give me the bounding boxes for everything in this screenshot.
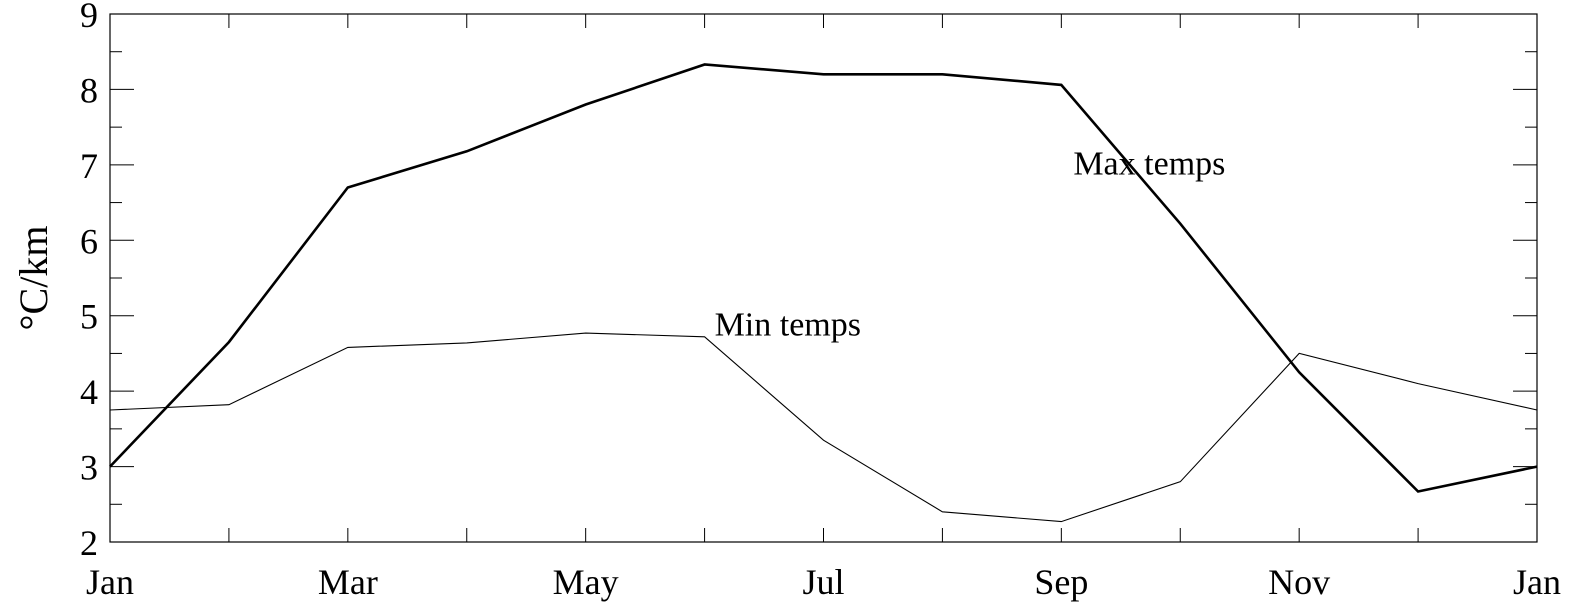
plot-frame — [109, 13, 1538, 543]
series-line-min-temps — [109, 332, 1538, 523]
y-tick-label: 5 — [80, 297, 98, 337]
y-tick-label: 8 — [80, 70, 98, 110]
x-tick-label: Jul — [802, 562, 844, 602]
series-annotations: Max temps Min temps — [715, 146, 1226, 344]
y-tick-label: 7 — [80, 146, 98, 186]
y-axis-title: °C/km — [11, 226, 56, 331]
x-tick-label: Mar — [318, 562, 378, 602]
x-tick-label: Nov — [1268, 562, 1330, 602]
x-tick-label: Jan — [86, 562, 134, 602]
series-annotation: Max temps — [1073, 146, 1225, 183]
y-tick-label: 2 — [80, 523, 98, 563]
series-line-max-temps — [109, 63, 1538, 493]
y-axis-ticks: 2 3 4 5 6 7 8 9 — [80, 0, 1537, 563]
y-tick-label: 3 — [80, 448, 98, 488]
x-tick-label: May — [553, 562, 619, 602]
x-tick-label: Sep — [1034, 562, 1088, 602]
x-axis-ticks: Jan Mar May Jul Sep Nov Jan — [86, 14, 1561, 602]
y-tick-label: 9 — [80, 0, 98, 35]
series-lines — [109, 63, 1538, 523]
x-tick-label: Jan — [1513, 562, 1561, 602]
series-annotation: Min temps — [715, 306, 861, 343]
y-tick-label: 4 — [80, 372, 98, 412]
y-tick-label: 6 — [80, 221, 98, 261]
